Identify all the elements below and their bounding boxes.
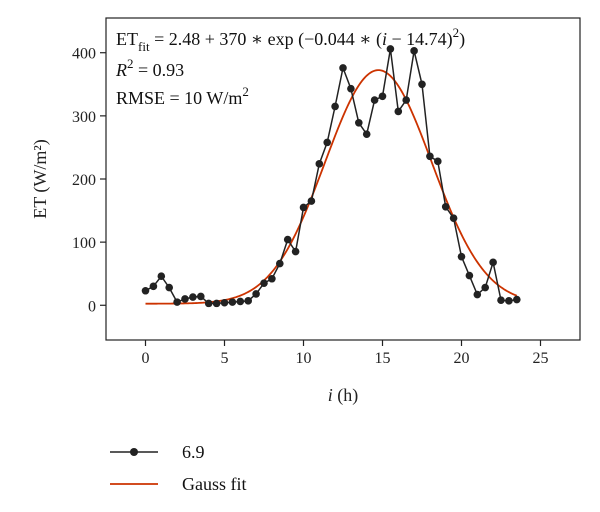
- data-point: [513, 295, 521, 304]
- data-point: [276, 259, 284, 268]
- data-point: [418, 80, 426, 89]
- data-point: [481, 283, 490, 292]
- data-point: [386, 45, 395, 53]
- data-point: [394, 107, 403, 116]
- x-tick-label: 20: [454, 350, 470, 367]
- data-point: [260, 279, 268, 287]
- data-point: [204, 299, 213, 308]
- data-point: [378, 92, 387, 101]
- data-point: [426, 152, 434, 161]
- equation-annotation: ETfit = 2.48 + 370 ∗ exp (−0.044 ∗ (i − …: [116, 25, 465, 54]
- data-point: [252, 290, 260, 298]
- data-point: [165, 283, 173, 292]
- data-point: [347, 84, 355, 93]
- data-point: [173, 298, 181, 306]
- data-point: [244, 297, 252, 305]
- legend-data-marker: [130, 448, 138, 456]
- y-tick-label: 200: [72, 172, 96, 189]
- data-point: [315, 160, 324, 168]
- data-point: [473, 290, 482, 299]
- data-point: [465, 271, 474, 280]
- data-point: [189, 293, 197, 301]
- data-point: [355, 119, 363, 127]
- data-point: [141, 286, 150, 295]
- data-point: [220, 298, 229, 307]
- data-point: [323, 138, 332, 147]
- data-point: [236, 297, 245, 306]
- data-point: [197, 292, 205, 301]
- data-point: [362, 130, 371, 138]
- data-point: [149, 282, 158, 291]
- data-point: [307, 197, 316, 205]
- data-point: [370, 96, 379, 104]
- y-tick-label: 400: [72, 46, 96, 63]
- data-point: [497, 296, 505, 305]
- x-tick-label: 15: [375, 350, 391, 367]
- data-point: [331, 102, 339, 111]
- data-point: [212, 299, 221, 308]
- r2-annotation: R2 = 0.93: [115, 56, 184, 80]
- legend-fit-label: Gauss fit: [182, 474, 247, 494]
- x-tick-label: 10: [296, 350, 312, 367]
- data-point: [157, 272, 166, 281]
- x-tick-label: 25: [533, 350, 549, 367]
- data-point: [268, 274, 276, 283]
- data-point: [489, 258, 497, 267]
- rmse-annotation: RMSE = 10 W/m2: [116, 84, 249, 108]
- data-point: [299, 203, 308, 212]
- x-tick-label: 0: [142, 350, 150, 367]
- y-tick-label: 300: [72, 109, 96, 126]
- data-point: [505, 297, 513, 305]
- data-series-6-9: [141, 45, 521, 308]
- data-point: [181, 295, 189, 303]
- legend-data-label: 6.9: [182, 442, 205, 462]
- data-point: [457, 252, 466, 261]
- x-tick-label: 5: [221, 350, 229, 367]
- axis-ticks: 0 5 10 15 20 25 0 100 200 300 400: [72, 46, 549, 367]
- x-axis-label: i (h): [328, 385, 359, 406]
- data-point: [410, 47, 418, 55]
- legend: 6.9 Gauss fit: [110, 442, 247, 494]
- data-point: [283, 235, 292, 244]
- data-point: [291, 247, 300, 256]
- data-point: [434, 157, 442, 166]
- y-tick-label: 0: [88, 298, 96, 315]
- data-point: [449, 214, 458, 222]
- y-axis-label: ET (W/m²): [30, 139, 51, 219]
- data-point: [441, 202, 450, 211]
- data-point: [402, 96, 411, 104]
- y-tick-label: 100: [72, 235, 96, 252]
- data-point: [339, 64, 347, 72]
- data-point: [228, 298, 237, 306]
